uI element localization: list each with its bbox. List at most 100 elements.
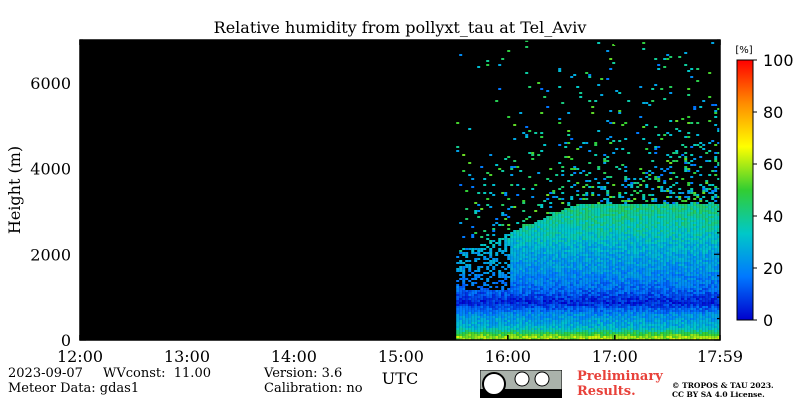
rh-cell: [519, 170, 523, 172]
rh-cell: [609, 256, 613, 258]
rh-cell: [642, 240, 646, 242]
rh-cell: [594, 322, 598, 324]
rh-cell: [612, 236, 616, 238]
rh-cell: [669, 322, 673, 324]
rh-cell: [684, 318, 688, 320]
rh-cell: [579, 320, 583, 322]
rh-cell: [474, 328, 478, 330]
rh-cell: [633, 254, 637, 256]
rh-cell: [615, 282, 619, 284]
rh-cell: [540, 302, 544, 304]
rh-cell: [576, 330, 580, 332]
rh-cell: [561, 276, 565, 278]
rh-cell: [579, 310, 583, 312]
rh-cell: [552, 330, 556, 332]
rh-cell: [642, 206, 646, 208]
rh-cell: [630, 200, 634, 202]
rh-cell: [639, 168, 643, 170]
rh-cell: [579, 312, 583, 314]
rh-cell: [681, 272, 685, 274]
rh-cell: [588, 76, 592, 78]
rh-cell: [630, 320, 634, 322]
rh-cell: [528, 326, 532, 328]
rh-cell: [573, 328, 577, 330]
rh-cell: [498, 308, 502, 310]
rh-cell: [489, 300, 493, 302]
rh-cell: [615, 320, 619, 322]
rh-cell: [654, 146, 658, 148]
rh-cell: [675, 208, 679, 210]
rh-cell: [666, 212, 670, 214]
rh-cell: [627, 274, 631, 276]
rh-cell: [483, 290, 487, 292]
rh-cell: [639, 262, 643, 264]
rh-cell: [663, 262, 667, 264]
rh-cell: [669, 208, 673, 210]
rh-cell: [681, 204, 685, 206]
rh-cell: [504, 320, 508, 322]
rh-cell: [672, 272, 676, 274]
rh-cell: [564, 228, 568, 230]
rh-cell: [510, 246, 514, 248]
rh-cell: [597, 280, 601, 282]
rh-cell: [603, 160, 607, 162]
rh-cell: [570, 246, 574, 248]
rh-cell: [540, 294, 544, 296]
rh-cell: [648, 208, 652, 210]
rh-cell: [612, 246, 616, 248]
rh-cell: [531, 288, 535, 290]
rh-cell: [651, 194, 655, 196]
rh-cell: [621, 292, 625, 294]
rh-cell: [546, 266, 550, 268]
rh-cell: [642, 220, 646, 222]
rh-cell: [459, 308, 463, 310]
rh-cell: [519, 278, 523, 280]
rh-cell: [522, 294, 526, 296]
rh-cell: [621, 316, 625, 318]
rh-cell: [558, 212, 562, 214]
rh-cell: [534, 272, 538, 274]
rh-cell: [618, 264, 622, 266]
rh-cell: [516, 324, 520, 326]
rh-cell: [675, 308, 679, 310]
rh-cell: [600, 242, 604, 244]
rh-cell: [486, 288, 490, 290]
rh-cell: [582, 330, 586, 332]
rh-cell: [540, 276, 544, 278]
rh-cell: [537, 248, 541, 250]
rh-cell: [576, 240, 580, 242]
rh-cell: [684, 274, 688, 276]
rh-cell: [552, 218, 556, 220]
rh-cell: [564, 234, 568, 236]
rh-cell: [513, 240, 517, 242]
rh-cell: [609, 136, 613, 138]
rh-cell: [633, 210, 637, 212]
rh-cell: [573, 238, 577, 240]
rh-cell: [609, 328, 613, 330]
rh-cell: [627, 276, 631, 278]
rh-cell: [636, 212, 640, 214]
rh-cell: [669, 326, 673, 328]
rh-cell: [660, 282, 664, 284]
rh-cell: [459, 286, 463, 288]
rh-cell: [597, 286, 601, 288]
rh-cell: [588, 242, 592, 244]
rh-cell: [642, 318, 646, 320]
rh-cell: [681, 268, 685, 270]
rh-cell: [633, 314, 637, 316]
rh-cell: [507, 310, 511, 312]
rh-cell: [501, 286, 505, 288]
rh-cell: [576, 296, 580, 298]
rh-cell: [648, 336, 652, 338]
rh-cell: [492, 234, 496, 236]
rh-cell: [651, 330, 655, 332]
rh-cell: [609, 336, 613, 338]
rh-cell: [624, 322, 628, 324]
rh-cell: [495, 316, 499, 318]
rh-cell: [465, 322, 469, 324]
rh-cell: [495, 286, 499, 288]
rh-cell: [582, 198, 586, 200]
rh-cell: [615, 328, 619, 330]
rh-cell: [609, 262, 613, 264]
rh-cell: [567, 226, 571, 228]
